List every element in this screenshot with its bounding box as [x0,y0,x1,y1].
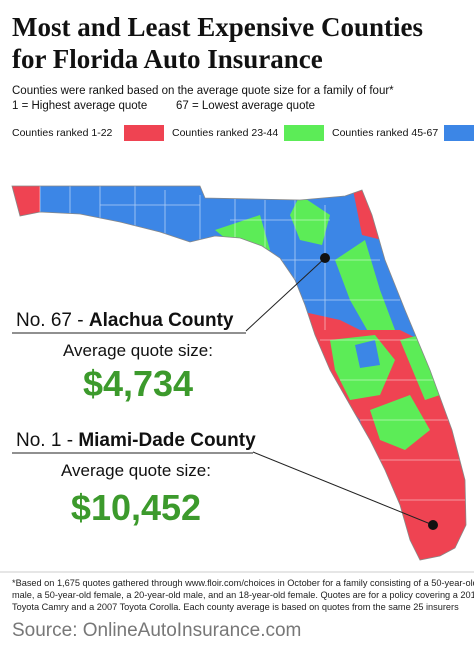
footnote-line: male, a 50-year-old female, a 20-year-ol… [12,590,474,600]
region [400,335,440,400]
amount: $4,734 [83,363,193,404]
callout-heading: No. 67 - Alachua County [16,310,234,331]
callout-line [252,451,434,526]
callout-dot [320,253,330,263]
rank-label: No. 67 - [16,310,84,331]
legend-label: Counties ranked 45-67 [332,127,438,139]
legend-label: Counties ranked 1-22 [12,127,113,139]
region [335,240,395,335]
footnote-line: Toyota Camry and a 2007 Toyota Corolla. … [12,602,459,612]
county: Alachua County [89,310,234,331]
amount: $10,452 [71,487,201,528]
legend-swatch [124,125,164,141]
region [370,395,430,450]
legend-swatch [284,125,324,141]
title-line: for Florida Auto Insurance [12,44,323,74]
footnote-line: *Based on 1,675 quotes gathered through … [12,578,474,588]
rank-note: 67 = Lowest average quote [176,100,315,112]
region [215,215,270,250]
source: Source: OnlineAutoInsurance.com [12,620,301,641]
legend: Counties ranked 1-22 Counties ranked 23-4… [12,125,474,141]
region [355,340,380,368]
caption: Average quote size: [63,341,213,360]
subtitle: Counties were ranked based on the averag… [12,85,394,97]
callout-dot [428,520,438,530]
legend-swatch [444,125,474,141]
callout-heading: No. 1 - Miami-Dade County [16,430,256,451]
rank-label: No. 1 - [16,430,73,451]
map-outline [11,185,467,561]
title-line: Most and Least Expensive Counties [12,12,423,42]
caption: Average quote size: [61,461,211,480]
legend-label: Counties ranked 23-44 [172,127,278,139]
rank-note: 1 = Highest average quote [12,100,147,112]
callout-line [245,257,326,332]
county: Miami-Dade County [78,430,256,451]
